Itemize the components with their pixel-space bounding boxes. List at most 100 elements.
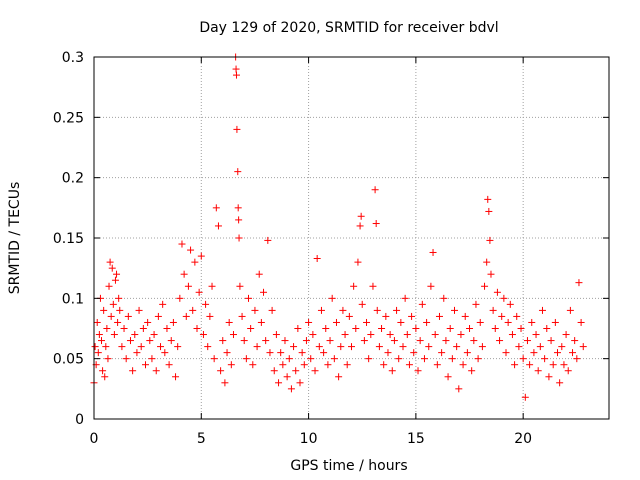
data-point [169, 318, 177, 326]
data-point [551, 318, 559, 326]
data-point [187, 246, 195, 254]
data-point [455, 385, 463, 393]
data-point [142, 361, 149, 369]
data-point [313, 255, 321, 263]
data-point [558, 343, 566, 351]
data-point [416, 337, 424, 345]
data-point [296, 379, 304, 387]
data-point [511, 361, 519, 369]
data-point [493, 288, 501, 296]
data-point [423, 318, 431, 326]
y-tick-label: 0.3 [62, 50, 84, 66]
data-point [251, 306, 259, 314]
data-point [157, 343, 165, 351]
data-point [528, 318, 536, 326]
data-point [472, 300, 480, 308]
data-point [272, 331, 280, 339]
data-point [235, 234, 243, 242]
data-point [463, 349, 471, 357]
data-point [339, 306, 347, 314]
data-point [486, 236, 494, 244]
data-point [541, 355, 549, 363]
data-point [195, 288, 203, 296]
data-point [114, 318, 122, 326]
data-point [335, 373, 343, 381]
data-point [309, 331, 317, 339]
data-point [167, 337, 175, 345]
data-point [440, 294, 448, 302]
data-point [212, 204, 220, 212]
data-point [253, 343, 261, 351]
data-point [202, 300, 210, 308]
data-point [148, 355, 156, 363]
data-point [378, 325, 386, 332]
data-point [235, 216, 243, 224]
data-point [390, 337, 398, 345]
data-point [100, 306, 108, 314]
data-point [373, 306, 381, 314]
data-point [530, 349, 538, 357]
data-point [519, 355, 527, 363]
data-point [214, 222, 222, 230]
data-point [538, 306, 546, 314]
data-point [560, 361, 568, 369]
data-point [163, 325, 171, 332]
data-point [569, 349, 577, 357]
data-point [523, 337, 531, 345]
data-point [245, 294, 252, 302]
data-point [174, 343, 182, 351]
data-point [281, 337, 289, 345]
data-point [98, 337, 106, 345]
data-point [307, 355, 315, 363]
y-tick-label: 0.25 [53, 110, 84, 126]
data-point [556, 379, 564, 387]
data-point [152, 367, 160, 375]
data-point [515, 343, 523, 351]
data-point [268, 306, 276, 314]
data-point [191, 258, 199, 266]
data-point [468, 367, 476, 375]
data-point [139, 325, 147, 332]
data-point [372, 220, 380, 228]
data-point [232, 65, 240, 73]
data-point [116, 306, 124, 314]
data-point [204, 343, 212, 351]
data-point [504, 318, 512, 326]
data-point [348, 343, 355, 351]
data-point [115, 294, 123, 302]
data-point [277, 349, 285, 357]
data-point [380, 361, 388, 369]
data-point [229, 331, 237, 339]
data-point [545, 373, 553, 381]
data-point [337, 343, 345, 351]
data-point [182, 312, 190, 320]
data-point [575, 279, 583, 287]
data-point [317, 306, 325, 314]
data-point [412, 325, 420, 332]
data-point [433, 361, 441, 369]
data-point [161, 349, 169, 357]
data-point [193, 325, 201, 332]
data-point [234, 204, 242, 212]
data-point [249, 361, 257, 369]
data-point [481, 282, 489, 290]
data-point [227, 361, 235, 369]
data-point [150, 331, 158, 339]
data-point [320, 349, 328, 357]
data-point [506, 300, 514, 308]
data-point [108, 264, 116, 272]
data-point [285, 355, 293, 363]
data-point [435, 312, 443, 320]
data-point [489, 306, 497, 314]
data-point [300, 361, 308, 369]
data-point [110, 331, 118, 339]
data-point [197, 252, 205, 260]
data-point [290, 343, 298, 351]
data-point [474, 355, 482, 363]
chart-title: Day 129 of 2020, SRMTID for receiver bdv… [199, 20, 498, 36]
data-point [352, 325, 360, 332]
data-point [369, 282, 377, 290]
data-point [431, 331, 439, 339]
x-tick-label: 5 [197, 431, 206, 447]
